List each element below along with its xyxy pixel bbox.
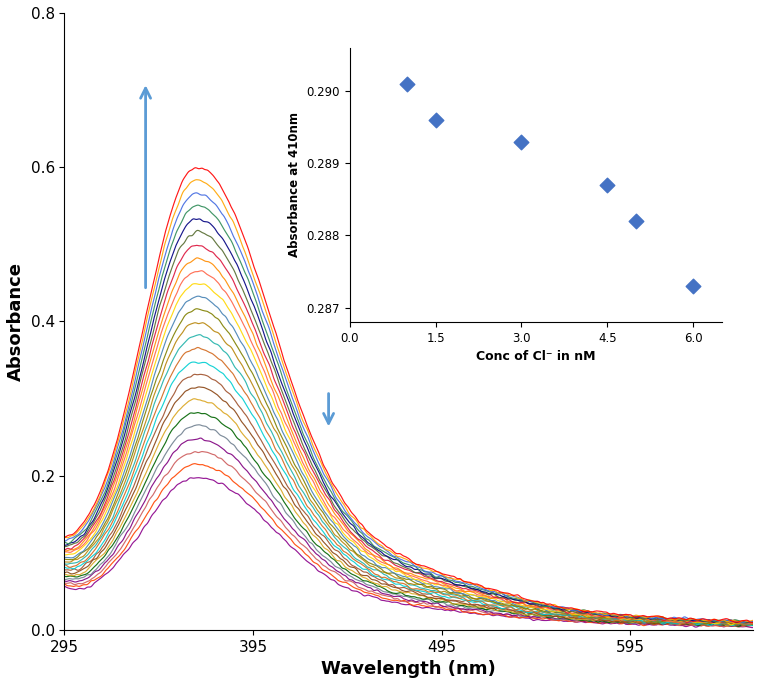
Point <box>429 114 442 125</box>
X-axis label: Conc of Cl⁻ in nM: Conc of Cl⁻ in nM <box>476 350 596 363</box>
Point <box>601 179 613 190</box>
Point <box>401 79 413 90</box>
Point <box>630 216 642 227</box>
Y-axis label: Absorbance: Absorbance <box>7 262 25 381</box>
X-axis label: Wavelength (nm): Wavelength (nm) <box>321 660 496 678</box>
Point <box>687 280 699 291</box>
Point <box>515 136 527 147</box>
Y-axis label: Absorbance at 410nm: Absorbance at 410nm <box>288 112 301 258</box>
